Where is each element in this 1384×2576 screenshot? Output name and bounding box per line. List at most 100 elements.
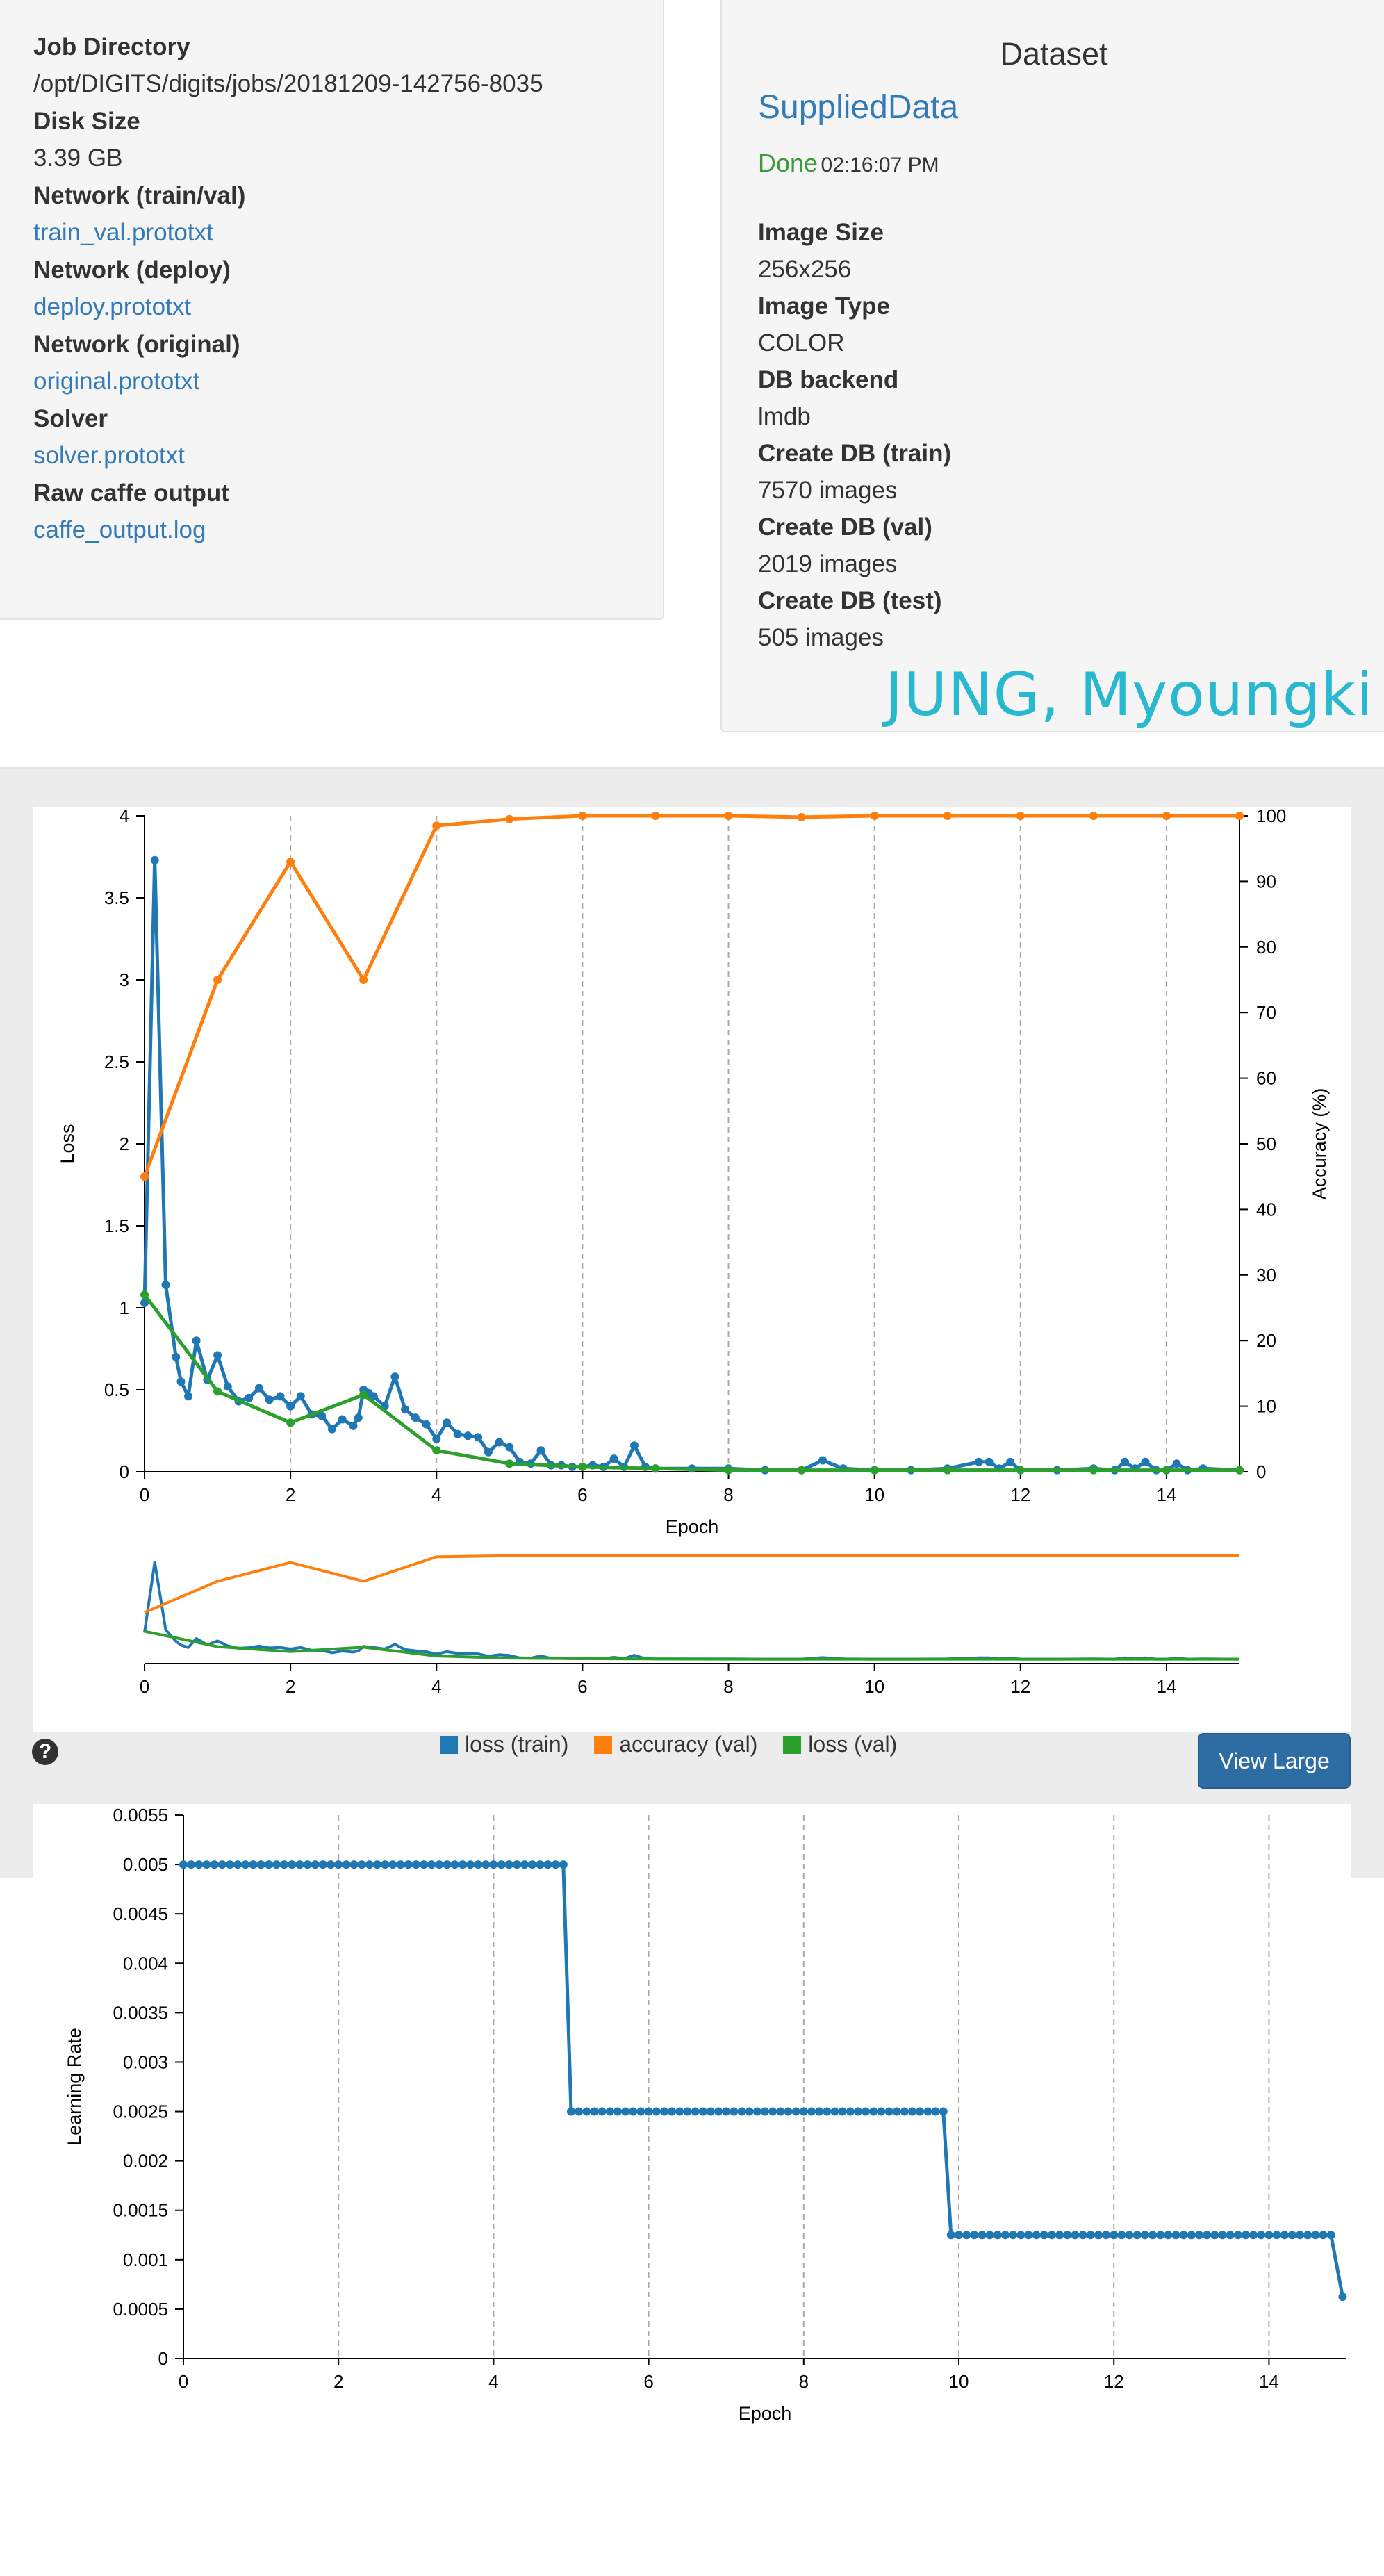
chart-legend: loss (train) accuracy (val) loss (val) — [440, 1732, 916, 1757]
learning-rate-point — [621, 2107, 630, 2116]
loss-train-point — [974, 1457, 983, 1466]
learning-rate-point — [1218, 2231, 1227, 2240]
loss-train-point — [223, 1382, 232, 1391]
learning-rate-point — [249, 1860, 258, 1869]
dataset-label: Create DB (val) — [758, 514, 932, 541]
learning-rate-point — [1156, 2231, 1165, 2240]
x-tick-label: 14 — [1259, 2371, 1279, 2392]
learning-rate-point — [551, 1860, 560, 1869]
y-tick-label: 0 — [158, 2348, 168, 2369]
learning-rate-point — [295, 1860, 304, 1869]
x-tick-label: 14 — [1156, 1484, 1176, 1505]
job-file-link[interactable]: solver.prototxt — [33, 442, 185, 469]
dataset-value: COLOR — [758, 329, 845, 356]
learning-rate-point — [280, 1860, 289, 1869]
learning-rate-point — [481, 1860, 491, 1869]
learning-rate-point — [435, 1860, 444, 1869]
y-tick-label: 4 — [120, 807, 129, 826]
learning-rate-point — [799, 2107, 808, 2116]
y-axis-title: Learning Rate — [64, 2028, 85, 2146]
learning-rate-point — [1140, 2231, 1149, 2240]
y-tick-label: 0.001 — [123, 2249, 168, 2270]
learning-rate-point — [892, 2107, 901, 2116]
overview-x-tick-label: 12 — [1010, 1676, 1030, 1697]
help-icon[interactable]: ? — [32, 1739, 58, 1765]
learning-rate-point — [1280, 2231, 1289, 2240]
y2-tick-label: 0 — [1256, 1461, 1266, 1482]
learning-rate-point — [1032, 2231, 1041, 2240]
job-file-link[interactable]: deploy.prototxt — [33, 293, 191, 320]
learning-rate-point — [1241, 2231, 1250, 2240]
loss-val-point — [286, 1418, 295, 1427]
dataset-label: Image Size — [758, 219, 884, 246]
y-tick-label: 0.0005 — [113, 2299, 168, 2320]
loss-train-point — [474, 1433, 483, 1442]
learning-rate-point — [939, 2107, 948, 2116]
loss-train-point — [536, 1446, 545, 1455]
learning-rate-point — [1110, 2231, 1119, 2240]
learning-rate-point — [187, 1860, 196, 1869]
learning-rate-point — [1024, 2231, 1033, 2240]
legend-accuracy-val[interactable]: accuracy (val) — [594, 1732, 757, 1757]
learning-rate-point — [1001, 2231, 1010, 2240]
dataset-label: DB backend — [758, 366, 899, 393]
job-label: Disk Size — [33, 108, 140, 135]
legend-loss-train[interactable]: loss (train) — [440, 1732, 568, 1757]
y-tick-label: 1 — [120, 1297, 129, 1318]
learning-rate-point — [388, 1860, 397, 1869]
learning-rate-point — [543, 1860, 552, 1869]
y-tick-label: 0 — [120, 1461, 129, 1482]
job-file-link[interactable]: caffe_output.log — [33, 516, 206, 543]
learning-rate-point — [427, 1860, 436, 1869]
overview-x-tick-label: 14 — [1156, 1676, 1176, 1697]
learning-rate-point — [962, 2231, 971, 2240]
learning-rate-point — [411, 1860, 420, 1869]
y-tick-label: 0.0055 — [113, 1805, 168, 1826]
loss-val-point — [1162, 1466, 1171, 1475]
y-tick-label: 0.0045 — [113, 1903, 168, 1924]
learning-rate-chart-area: 0 2 4 6 8 10 12 14 0 0.0005 0.001 0.0015 0.002 0.0025… — [33, 1804, 1351, 2573]
learning-rate-point — [846, 2107, 855, 2116]
y-tick-label: 1.5 — [104, 1215, 129, 1236]
dataset-name-link[interactable]: SuppliedData — [758, 89, 959, 126]
y-tick-label: 0.004 — [123, 1953, 168, 1974]
job-label: Network (train/val) — [33, 182, 246, 209]
learning-rate-point — [644, 2107, 653, 2116]
learning-rate-point — [598, 2107, 607, 2116]
accuracy-val-line — [142, 814, 1239, 1178]
view-large-button[interactable]: View Large — [1198, 1733, 1351, 1789]
loss-train-point — [349, 1421, 358, 1430]
learning-rate-point — [1187, 2231, 1196, 2240]
loss-val-point — [505, 1459, 514, 1468]
overview-x-tick-label: 6 — [577, 1676, 587, 1697]
accuracy-val-point — [1162, 812, 1171, 820]
learning-rate-point — [659, 2107, 668, 2116]
job-file-link[interactable]: original.prototxt — [33, 368, 200, 395]
legend-loss-val[interactable]: loss (val) — [783, 1732, 897, 1757]
learning-rate-point — [884, 2107, 893, 2116]
accuracy-val-point — [724, 812, 733, 820]
learning-rate-point — [985, 2231, 994, 2240]
y2-tick-label: 80 — [1256, 937, 1276, 958]
learning-rate-point — [381, 1860, 390, 1869]
learning-rate-point — [334, 1860, 343, 1869]
learning-rate-point — [559, 1860, 568, 1869]
learning-rate-point — [1303, 2231, 1312, 2240]
learning-rate-point — [838, 2107, 847, 2116]
learning-rate-point — [1071, 2231, 1080, 2240]
y2-tick-label: 60 — [1256, 1068, 1276, 1089]
learning-rate-point — [1125, 2231, 1134, 2240]
learning-rate-point — [768, 2107, 777, 2116]
loss-val-line — [143, 1293, 1239, 1472]
loss-train-point — [150, 855, 159, 864]
learning-rate-point — [404, 1860, 413, 1869]
loss-train-point — [286, 1402, 295, 1411]
learning-rate-point — [226, 1860, 234, 1869]
learning-rate-point — [823, 2107, 832, 2116]
learning-rate-point — [1171, 2231, 1180, 2240]
job-file-link[interactable]: train_val.prototxt — [33, 219, 213, 246]
loss-accuracy-chart-area: 0 2 4 6 8 10 12 14 0 0.5 1 1.5 2 2.5 3 3.5 4 0 10 20 30 40 50 6… — [33, 805, 1351, 1757]
x-axis-title: Epoch — [666, 1516, 719, 1537]
loss-train-point — [245, 1393, 254, 1402]
loss-train-line — [142, 858, 1240, 1472]
